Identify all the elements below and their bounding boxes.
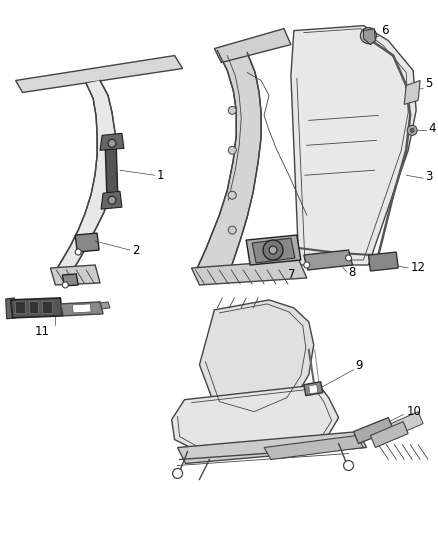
Polygon shape bbox=[101, 191, 122, 209]
Text: 12: 12 bbox=[411, 262, 426, 274]
Polygon shape bbox=[386, 411, 423, 438]
Circle shape bbox=[343, 461, 353, 471]
Circle shape bbox=[62, 282, 68, 288]
Polygon shape bbox=[172, 385, 339, 449]
Polygon shape bbox=[105, 139, 118, 202]
Circle shape bbox=[360, 28, 376, 44]
Polygon shape bbox=[62, 274, 78, 286]
Text: 2: 2 bbox=[132, 244, 139, 256]
Circle shape bbox=[407, 125, 417, 135]
Polygon shape bbox=[304, 382, 323, 395]
Polygon shape bbox=[50, 265, 100, 285]
Polygon shape bbox=[14, 301, 25, 313]
Circle shape bbox=[228, 147, 236, 154]
Polygon shape bbox=[75, 233, 99, 252]
Polygon shape bbox=[252, 238, 295, 263]
Polygon shape bbox=[72, 304, 91, 313]
Circle shape bbox=[410, 128, 414, 132]
Polygon shape bbox=[199, 300, 314, 415]
Polygon shape bbox=[191, 260, 307, 285]
Circle shape bbox=[263, 240, 283, 260]
Text: 6: 6 bbox=[381, 24, 389, 37]
Polygon shape bbox=[6, 298, 16, 319]
Circle shape bbox=[346, 255, 352, 261]
Circle shape bbox=[228, 107, 236, 115]
Text: 5: 5 bbox=[425, 77, 432, 90]
Circle shape bbox=[75, 249, 81, 255]
Polygon shape bbox=[195, 51, 261, 272]
Circle shape bbox=[108, 139, 116, 147]
Circle shape bbox=[228, 191, 236, 199]
Polygon shape bbox=[214, 29, 291, 62]
Text: 10: 10 bbox=[406, 405, 421, 418]
Polygon shape bbox=[16, 55, 183, 92]
Text: 8: 8 bbox=[349, 266, 356, 279]
Polygon shape bbox=[264, 435, 364, 459]
Polygon shape bbox=[57, 80, 116, 278]
Polygon shape bbox=[353, 417, 393, 443]
Circle shape bbox=[365, 33, 371, 38]
Circle shape bbox=[269, 246, 277, 254]
Circle shape bbox=[304, 262, 310, 268]
Text: 4: 4 bbox=[428, 122, 435, 135]
Circle shape bbox=[228, 226, 236, 234]
Text: 9: 9 bbox=[356, 359, 363, 372]
Polygon shape bbox=[28, 301, 39, 313]
Text: 11: 11 bbox=[35, 325, 50, 338]
Polygon shape bbox=[246, 235, 301, 265]
Polygon shape bbox=[368, 252, 398, 271]
Polygon shape bbox=[404, 80, 420, 104]
Polygon shape bbox=[371, 422, 408, 448]
Polygon shape bbox=[60, 302, 103, 316]
Polygon shape bbox=[309, 385, 318, 394]
Circle shape bbox=[108, 196, 116, 204]
Polygon shape bbox=[291, 26, 416, 265]
Polygon shape bbox=[11, 298, 62, 318]
Circle shape bbox=[173, 469, 183, 479]
Polygon shape bbox=[177, 432, 367, 464]
Polygon shape bbox=[364, 29, 375, 45]
Text: 1: 1 bbox=[157, 169, 164, 182]
Text: 3: 3 bbox=[425, 169, 432, 183]
Text: 7: 7 bbox=[288, 269, 295, 281]
Polygon shape bbox=[100, 133, 124, 150]
Polygon shape bbox=[42, 301, 53, 313]
Polygon shape bbox=[304, 250, 353, 270]
Polygon shape bbox=[100, 302, 110, 309]
